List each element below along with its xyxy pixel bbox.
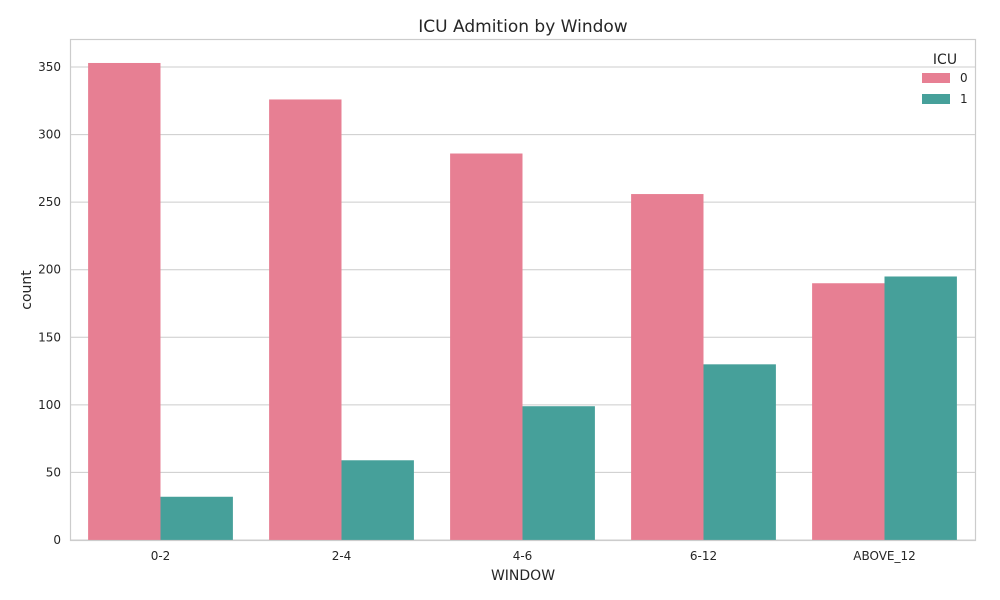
- x-tick-label: 2-4: [332, 549, 352, 563]
- legend: ICU 0 1: [922, 52, 968, 106]
- y-tick-label: 300: [38, 128, 61, 142]
- legend-label-0: 0: [960, 71, 968, 85]
- y-tick-label: 0: [53, 533, 61, 547]
- plot-frame: [69, 38, 977, 542]
- y-axis-label: count: [19, 270, 35, 310]
- legend-swatch-0: [922, 73, 950, 83]
- legend-swatch-1: [922, 94, 950, 104]
- x-tick-label: 0-2: [151, 549, 171, 563]
- y-tick-label: 50: [46, 465, 61, 479]
- bar-ABOVE_12-icu-0: [812, 283, 885, 540]
- bar-6-12-icu-1: [703, 364, 776, 540]
- y-tick-label: 150: [38, 330, 61, 344]
- x-tick-label: ABOVE_12: [853, 549, 916, 563]
- legend-title: ICU: [933, 52, 957, 68]
- bar-2-4-icu-1: [341, 460, 414, 540]
- y-tick-label: 250: [38, 195, 61, 209]
- y-tick-label: 350: [38, 60, 61, 74]
- chart-title: ICU Admition by Window: [418, 17, 627, 37]
- x-tick-label: 4-6: [513, 549, 533, 563]
- bars: [88, 62, 957, 541]
- bar-0-2-icu-1: [160, 496, 233, 540]
- y-tick-label: 100: [38, 398, 61, 412]
- bar-4-6-icu-0: [450, 153, 523, 540]
- y-axis-ticks: 0 50 100 150 200 250 300 350: [38, 60, 61, 547]
- y-tick-label: 200: [38, 263, 61, 277]
- x-tick-label: 6-12: [690, 549, 717, 563]
- x-axis-label: WINDOW: [491, 568, 555, 584]
- bar-ABOVE_12-icu-1: [884, 276, 957, 540]
- legend-label-1: 1: [960, 92, 968, 106]
- x-axis-ticks: 0-2 2-4 4-6 6-12 ABOVE_12: [151, 549, 916, 563]
- bar-0-2-icu-0: [88, 62, 161, 541]
- bar-4-6-icu-1: [522, 406, 595, 540]
- bar-6-12-icu-0: [631, 194, 704, 540]
- bar-2-4-icu-0: [269, 99, 342, 540]
